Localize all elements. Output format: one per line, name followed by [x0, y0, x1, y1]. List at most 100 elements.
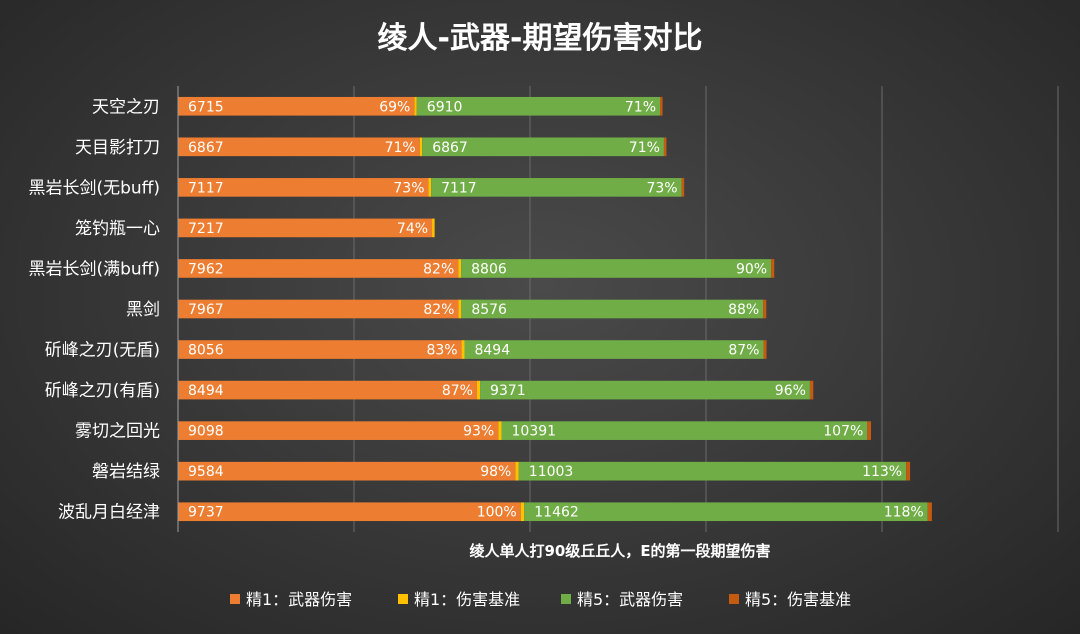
category-label: 黑岩长剑(无buff) [28, 178, 160, 198]
data-label: 10391 [512, 424, 557, 440]
legend-swatch [561, 594, 571, 604]
category-label: 黑岩长剑(满buff) [28, 259, 160, 279]
data-label: 6910 [427, 99, 463, 115]
legend-swatch [729, 594, 739, 604]
bar-segment [520, 502, 525, 522]
data-label: 71% [625, 99, 656, 115]
bar-segment [809, 380, 814, 400]
bar-segment [763, 299, 767, 319]
bar-segment [464, 340, 764, 359]
bar-segment [867, 421, 872, 440]
legend-swatch [398, 594, 408, 604]
data-label: 9737 [188, 505, 224, 521]
bar-labels: 6715 69% 6910 71% 6867 71% 6867 71% 7117 73% 7117 7… [188, 99, 924, 520]
bar-segment [178, 421, 499, 440]
category-label: 斫峰之刃(无盾) [45, 341, 160, 361]
data-label: 7962 [188, 261, 224, 277]
data-label: 6867 [188, 140, 224, 156]
bar-segment [178, 218, 433, 238]
bar-segment [178, 259, 459, 278]
data-label: 87% [728, 343, 759, 359]
bar-segment [663, 137, 667, 157]
legend-entry: 精5：伤害基准 [745, 590, 851, 609]
category-label: 雾切之回光 [75, 422, 160, 442]
category-label: 黑剑 [126, 300, 160, 320]
category-label: 天空之刃 [92, 97, 160, 117]
bar-segment [414, 96, 417, 116]
bar-segment [416, 96, 661, 116]
legend-entry: 精1：伤害基准 [414, 590, 520, 609]
bar-segment [178, 380, 477, 400]
bar-segment [771, 259, 775, 278]
bar-segment [524, 502, 928, 522]
data-label: 71% [629, 140, 660, 156]
bar-segment [461, 299, 764, 319]
data-label: 107% [823, 424, 863, 440]
bar-segment [681, 178, 685, 197]
bar-segment [178, 137, 420, 157]
bar-segment [763, 340, 767, 359]
data-label: 9584 [188, 464, 224, 480]
bar-segment [501, 421, 868, 440]
chart-title: 绫人-武器-期望伤害对比 [378, 21, 703, 56]
data-label: 11003 [529, 464, 574, 480]
bar-segment [178, 502, 521, 522]
bar-segment [518, 461, 907, 481]
data-label: 113% [862, 464, 902, 480]
data-label: 71% [385, 140, 416, 156]
bar-segment [480, 380, 810, 400]
data-label: 9098 [188, 424, 224, 440]
bar-segment [178, 178, 429, 197]
bar-segment [178, 461, 516, 481]
bar-segment [422, 137, 664, 157]
data-label: 11462 [534, 505, 579, 521]
data-label: 9371 [490, 383, 526, 399]
data-label: 7967 [188, 302, 224, 318]
bar-segment [906, 461, 911, 481]
data-label: 8494 [188, 383, 224, 399]
legend-entry: 精1：武器伤害 [246, 590, 352, 609]
data-label: 8494 [474, 343, 510, 359]
data-label: 88% [728, 302, 759, 318]
data-label: 100% [477, 505, 517, 521]
bar-segment [431, 178, 682, 197]
bar-segment [461, 259, 772, 278]
category-label: 磐岩结绿 [92, 462, 160, 482]
data-label: 69% [379, 99, 410, 115]
data-label: 8576 [471, 302, 507, 318]
data-label: 6867 [432, 140, 468, 156]
bar-segment [927, 502, 932, 522]
legend: 精1：武器伤害 精1：伤害基准 精5：武器伤害 精5：伤害基准 [230, 590, 851, 609]
category-label: 斫峰之刃(有盾) [45, 381, 160, 401]
legend-swatch [230, 594, 240, 604]
category-label: 波乱月白经津 [58, 503, 160, 523]
data-label: 8056 [188, 343, 224, 359]
bar-segment [461, 340, 465, 359]
bar-segment [428, 178, 432, 197]
data-label: 7217 [188, 221, 224, 237]
bar-segment [660, 96, 663, 116]
data-label: 83% [426, 343, 457, 359]
data-label: 8806 [471, 261, 507, 277]
data-label: 7117 [441, 180, 477, 196]
category-label: 笼钓瓶一心 [75, 219, 160, 239]
bar-segment [515, 461, 519, 481]
bar-segment [458, 299, 462, 319]
x-axis-title: 绫人单人打90级丘丘人，E的第一段期望伤害 [469, 542, 770, 560]
bar-segment [498, 421, 502, 440]
data-label: 98% [480, 464, 511, 480]
bar-segment [178, 299, 459, 319]
data-label: 82% [423, 261, 454, 277]
legend-entry: 精5：武器伤害 [577, 590, 683, 609]
category-label: 天目影打刀 [75, 138, 160, 158]
bar-segment [458, 259, 462, 278]
bars [178, 96, 932, 522]
bar-segment [178, 96, 415, 116]
bar-segment [178, 340, 462, 359]
data-label: 7117 [188, 180, 224, 196]
data-label: 74% [397, 221, 428, 237]
data-label: 96% [775, 383, 806, 399]
data-label: 90% [736, 261, 767, 277]
